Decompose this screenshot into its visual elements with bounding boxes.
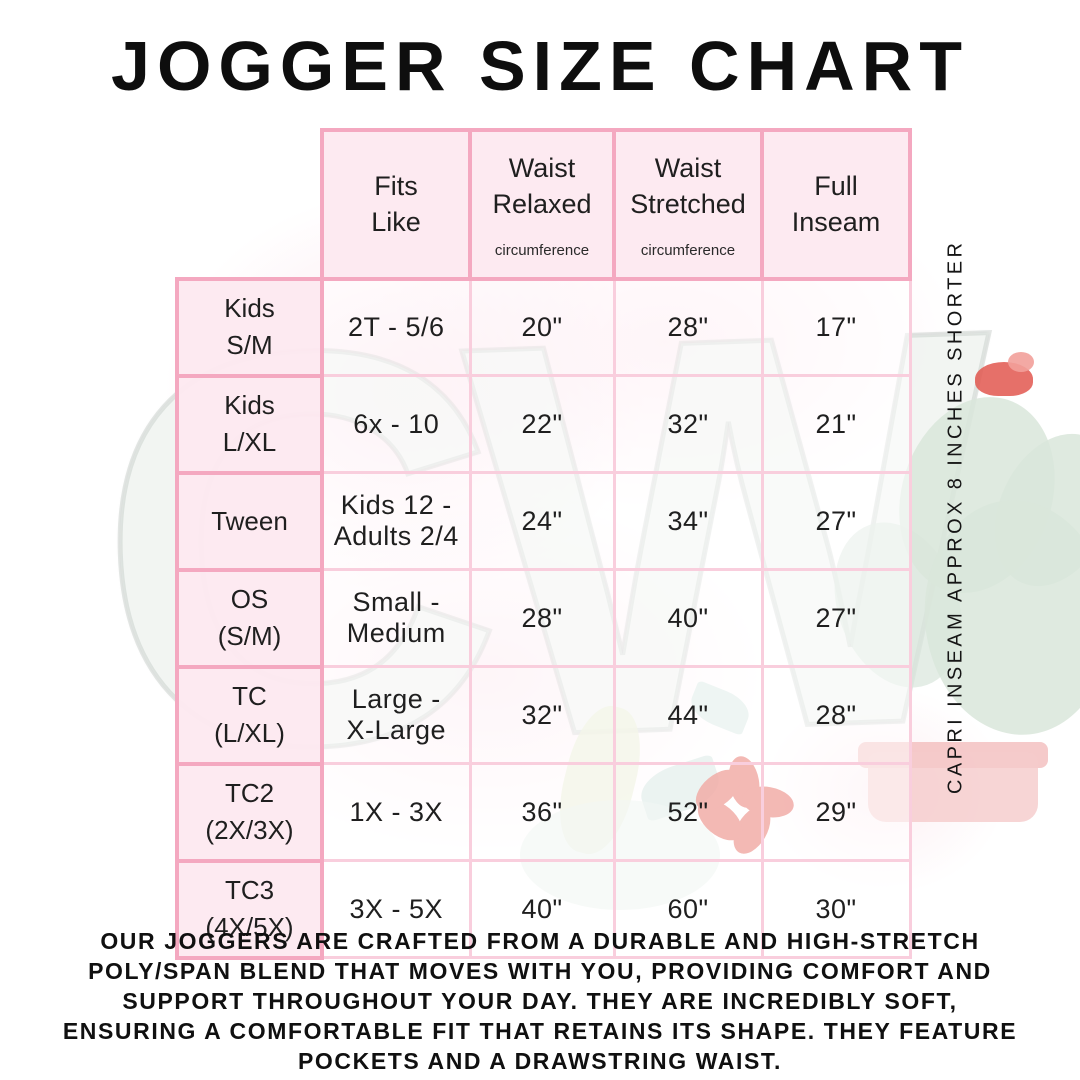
header-row: Fits Like Waist Relaxed circumference Wa… (177, 128, 912, 281)
table-row: TC2 (2X/3X) 1X - 3X 36" 52" 29" (175, 761, 912, 863)
value-cell: 21" (760, 374, 912, 475)
row-label: TC2 (2X/3X) (175, 761, 324, 863)
value-cell: 27" (760, 471, 912, 572)
row-label: Kids S/M (175, 276, 324, 378)
header-cell-waist-stretched: Waist Stretched circumference (612, 128, 764, 281)
value-cell: 3X - 5X (320, 859, 472, 960)
description-line: OUR JOGGERS ARE CRAFTED FROM A DURABLE A… (100, 928, 980, 954)
value-cell: 40" (612, 568, 764, 669)
value-cell: 2T - 5/6 (320, 277, 472, 378)
value-cell: 40" (468, 859, 616, 960)
row-label: Kids L/XL (175, 373, 324, 475)
value-cell: 44" (612, 665, 764, 766)
row-label: TC (L/XL) (175, 664, 324, 766)
description-line: SUPPORT THROUGHOUT YOUR DAY. THEY ARE IN… (122, 988, 958, 1014)
value-cell: 28" (612, 277, 764, 378)
description-line: POLY/SPAN BLEND THAT MOVES WITH YOU, PRO… (88, 958, 992, 984)
value-cell: 28" (760, 665, 912, 766)
header-sublabel: circumference (640, 241, 736, 259)
description-line: POCKETS AND A DRAWSTRING WAIST. (297, 1048, 783, 1074)
value-cell: 60" (612, 859, 764, 960)
header-cell-waist-relaxed: Waist Relaxed circumference (468, 128, 616, 281)
header-cell-full-inseam: Full Inseam (760, 128, 912, 281)
value-cell: 22" (468, 374, 616, 475)
value-cell: 32" (612, 374, 764, 475)
product-description: OUR JOGGERS ARE CRAFTED FROM A DURABLE A… (25, 926, 1055, 1076)
value-cell: 32" (468, 665, 616, 766)
header-label: Fits Like (371, 171, 421, 238)
row-label: OS (S/M) (175, 567, 324, 669)
value-cell: 52" (612, 762, 764, 863)
value-cell: Small - Medium (320, 568, 472, 669)
cactus-flower-icon (1008, 352, 1034, 372)
row-label: TC3 (4X/5X) (175, 858, 324, 960)
header-label: Waist Relaxed (492, 153, 592, 220)
value-cell: 24" (468, 471, 616, 572)
value-cell: 6x - 10 (320, 374, 472, 475)
value-cell: 1X - 3X (320, 762, 472, 863)
table-row: Tween Kids 12 - Adults 2/4 24" 34" 27" (175, 470, 912, 572)
row-label: Tween (175, 470, 324, 572)
table-row: Kids L/XL 6x - 10 22" 32" 21" (175, 373, 912, 475)
corner-cell (177, 130, 322, 279)
table-row: Kids S/M 2T - 5/6 20" 28" 17" (175, 276, 912, 378)
table-row: TC (L/XL) Large - X-Large 32" 44" 28" (175, 664, 912, 766)
value-cell: Kids 12 - Adults 2/4 (320, 471, 472, 572)
header-sublabel: circumference (494, 241, 590, 259)
header-cell-fits-like: Fits Like (320, 128, 472, 281)
table-row: OS (S/M) Small - Medium 28" 40" 27" (175, 567, 912, 669)
description-line: ENSURING A COMFORTABLE FIT THAT RETAINS … (62, 1018, 1018, 1044)
value-cell: 27" (760, 568, 912, 669)
value-cell: 28" (468, 568, 616, 669)
capri-inseam-note: CAPRI INSEAM APPROX 8 INCHES SHORTER (944, 239, 967, 795)
table-row: TC3 (4X/5X) 3X - 5X 40" 60" 30" (175, 858, 912, 960)
value-cell: 36" (468, 762, 616, 863)
header-label: Waist Stretched (630, 153, 746, 220)
page-title: JOGGER SIZE CHART (111, 27, 969, 105)
value-cell: 20" (468, 277, 616, 378)
value-cell: 34" (612, 471, 764, 572)
size-chart-table: Fits Like Waist Relaxed circumference Wa… (175, 128, 912, 960)
header-label: Full Inseam (791, 171, 881, 238)
value-cell: 17" (760, 277, 912, 378)
value-cell: 30" (760, 859, 912, 960)
value-cell: Large - X-Large (320, 665, 472, 766)
value-cell: 29" (760, 762, 912, 863)
